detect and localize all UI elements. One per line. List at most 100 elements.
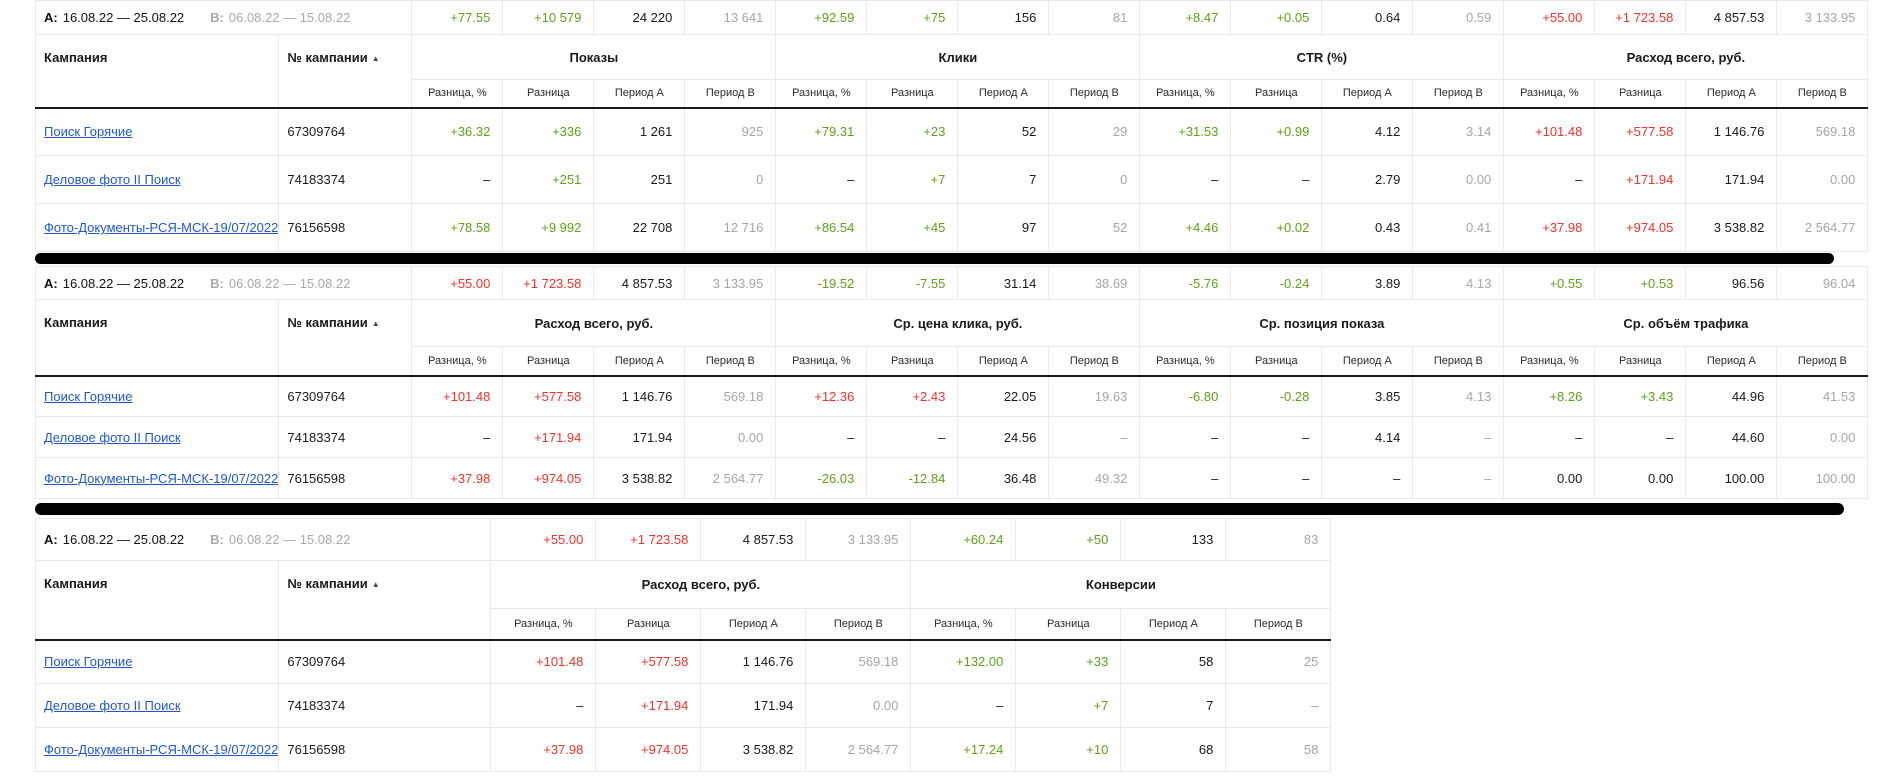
period-label-cell: A: 16.08.22 — 25.08.22 B: 06.08.22 — 15.08.…: [34, 266, 413, 300]
metric-value-cell: 3 538.82: [593, 457, 686, 499]
summary-value-cell: 24 220: [593, 0, 686, 35]
metric-value-cell: 24.56: [957, 416, 1050, 458]
metric-group-header: Ср. позиция показа: [1139, 299, 1505, 347]
campaign-link[interactable]: Фото-Документы-РСЯ-МСК-19/07/2022: [44, 470, 279, 486]
summary-value-cell: 3 133.95: [805, 518, 912, 561]
campaign-column-header[interactable]: Кампания: [34, 34, 280, 109]
metric-value-cell: 97: [957, 203, 1050, 252]
metric-value-cell: 22 708: [593, 203, 686, 252]
campaign-column-header[interactable]: Кампания: [34, 299, 280, 377]
metric-value-cell: 58: [1225, 727, 1332, 772]
metric-value-cell: 1 146.76: [593, 375, 686, 417]
campaign-number-column-header[interactable]: № кампании ▲: [278, 560, 492, 641]
metric-value-cell: +31.53: [1139, 107, 1232, 156]
metric-value-cell: +0.02: [1230, 203, 1323, 252]
period-a-range: 16.08.22 — 25.08.22: [62, 275, 185, 291]
summary-value-cell: +1 723.58: [502, 266, 595, 300]
period-a-range: 16.08.22 — 25.08.22: [62, 532, 185, 547]
summary-value-cell: -19.52: [775, 266, 868, 300]
comparison-table-2: A: 16.08.22 — 25.08.22 B: 06.08.22 — 15.08.…: [34, 266, 1869, 499]
period-b-label: B:: [210, 532, 224, 547]
metric-value-cell: +577.58: [1594, 107, 1687, 156]
summary-value-cell: -7.55: [866, 266, 959, 300]
metric-value-cell: 4.12: [1321, 107, 1414, 156]
campaign-number-column-header[interactable]: № кампании ▲: [278, 299, 413, 377]
subcolumn-header: Разница, %: [1503, 79, 1596, 109]
metric-value-cell: 7: [957, 155, 1050, 204]
campaign-link[interactable]: Деловое фото II Поиск: [44, 698, 181, 713]
campaign-name-cell: Фото-Документы-РСЯ-МСК-19/07/2022: [34, 203, 280, 252]
metric-value-cell: +86.54: [775, 203, 868, 252]
campaign-row: Фото-Документы-РСЯ-МСК-19/07/2022 7615659…: [34, 457, 1869, 499]
metric-value-cell: 0: [684, 155, 777, 204]
metric-value-cell: –: [1503, 155, 1596, 204]
campaign-column-header[interactable]: Кампания: [34, 560, 280, 641]
summary-value-cell: 96.04: [1776, 266, 1869, 300]
campaign-id-cell: 67309764: [278, 107, 413, 156]
metric-value-cell: +23: [866, 107, 959, 156]
campaign-number-column-header[interactable]: № кампании ▲: [278, 34, 413, 109]
metric-group-header: Клики: [775, 34, 1141, 80]
subcolumn-header: Период B: [1048, 346, 1141, 377]
summary-value-cell: +60.24: [910, 518, 1017, 561]
metric-value-cell: 25: [1225, 639, 1332, 684]
campaign-link[interactable]: Поиск Горячие: [44, 124, 133, 140]
campaign-id-cell: 76156598: [278, 727, 492, 772]
subcolumn-header: Период A: [1685, 79, 1778, 109]
subcolumn-header: Период A: [700, 608, 807, 641]
period-b-range: 06.08.22 — 15.08.22: [228, 532, 351, 547]
metric-value-cell: 0.00: [1594, 457, 1687, 499]
metric-value-cell: 1 261: [593, 107, 686, 156]
subcolumn-header: Период B: [805, 608, 912, 641]
campaign-row: Поиск Горячие 67309764 +101.48 +577.58 1 146…: [34, 639, 1332, 684]
subcolumn-header: Разница: [502, 346, 595, 377]
metric-value-cell: +17.24: [910, 727, 1017, 772]
period-a-label: A:: [44, 532, 58, 547]
metric-value-cell: +132.00: [910, 639, 1017, 684]
period-a-label: A:: [44, 10, 58, 25]
metric-value-cell: +101.48: [411, 375, 504, 417]
period-b-label: B:: [210, 10, 224, 25]
campaign-link[interactable]: Поиск Горячие: [44, 654, 133, 670]
metric-value-cell: 44.96: [1685, 375, 1778, 417]
campaign-link[interactable]: Поиск Горячие: [44, 388, 133, 404]
metric-value-cell: 4.14: [1321, 416, 1414, 458]
campaign-link[interactable]: Деловое фото II Поиск: [44, 429, 181, 445]
campaign-row: Поиск Горячие 67309764 +101.48 +577.58 1 146…: [34, 375, 1869, 417]
metric-value-cell: +101.48: [1503, 107, 1596, 156]
sort-ascending-icon: ▲: [371, 54, 380, 63]
summary-value-cell: 3 133.95: [684, 266, 777, 300]
summary-value-cell: 0.59: [1412, 0, 1505, 35]
metric-value-cell: –: [1412, 457, 1505, 499]
metric-group-header: Расход всего, руб.: [1503, 34, 1869, 80]
campaign-link[interactable]: Фото-Документы-РСЯ-МСК-19/07/2022: [44, 742, 279, 757]
campaign-name-cell: Фото-Документы-РСЯ-МСК-19/07/2022: [34, 727, 280, 772]
subcolumn-header: Разница, %: [411, 346, 504, 377]
campaign-row: Деловое фото II Поиск 74183374– +171.94 171…: [34, 416, 1869, 458]
summary-row: A: 16.08.22 — 25.08.22 B: 06.08.22 — 15.08.…: [34, 266, 1869, 300]
campaign-link[interactable]: Деловое фото II Поиск: [44, 172, 181, 187]
campaign-link[interactable]: Фото-Документы-РСЯ-МСК-19/07/2022: [44, 220, 279, 235]
metric-value-cell: 0.43: [1321, 203, 1414, 252]
metric-value-cell: +33: [1015, 639, 1122, 684]
subcolumn-header: Период B: [684, 346, 777, 377]
comparison-table-grid-1: A: 16.08.22 — 25.08.22 B: 06.08.22 — 15.08.…: [34, 0, 1869, 252]
redaction-bar-2: [35, 503, 1844, 515]
metric-value-cell: 3 538.82: [1685, 203, 1778, 252]
subcolumn-header: Период A: [1120, 608, 1227, 641]
metric-value-cell: +9 992: [502, 203, 595, 252]
summary-value-cell: 4 857.53: [1685, 0, 1778, 35]
header-subcolumn-row: Разница, % Разница Период A Период B Разница…: [36, 346, 1869, 377]
metric-value-cell: +12.36: [775, 375, 868, 417]
metric-value-cell: 49.32: [1048, 457, 1141, 499]
subcolumn-header: Период B: [1412, 346, 1505, 377]
subcolumn-header: Разница: [1594, 79, 1687, 109]
metric-value-cell: -12.84: [866, 457, 959, 499]
metric-value-cell: 100.00: [1685, 457, 1778, 499]
metric-value-cell: 22.05: [957, 375, 1050, 417]
subcolumn-header: Разница: [1594, 346, 1687, 377]
campaign-id-cell: 67309764: [278, 639, 492, 684]
metric-value-cell: +78.58: [411, 203, 504, 252]
metric-value-cell: 2.79: [1321, 155, 1414, 204]
metric-value-cell: +4.46: [1139, 203, 1232, 252]
